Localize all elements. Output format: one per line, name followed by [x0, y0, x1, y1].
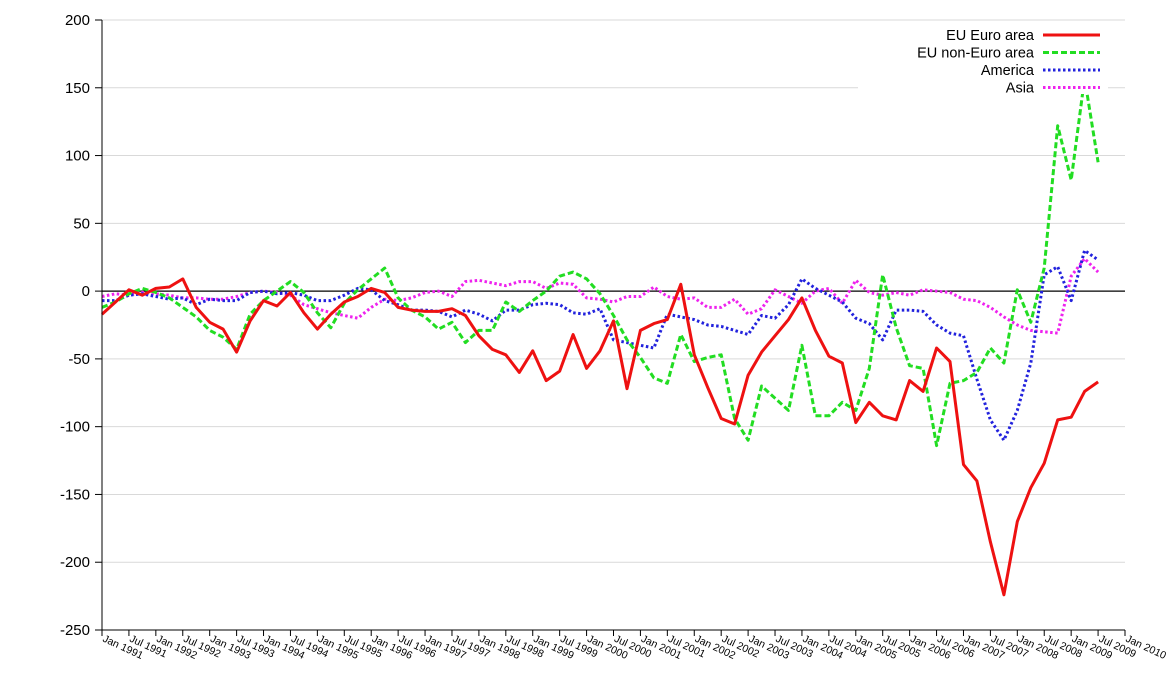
y-tick-label: -50	[68, 351, 90, 368]
y-tick-label: -250	[60, 622, 90, 639]
y-tick-label: -100	[60, 419, 90, 436]
series-line-eu-euro-area	[100, 277, 1099, 597]
legend-label: EU Euro area	[946, 28, 1035, 44]
legend-label: EU non-Euro area	[917, 46, 1035, 62]
series-line-eu-non-euro-area	[101, 76, 1100, 448]
y-tick-label: -150	[60, 486, 90, 503]
y-tick-label: 150	[65, 80, 90, 97]
series-line-asia	[101, 257, 1100, 335]
y-tick-label: 50	[73, 215, 90, 232]
series-lines	[100, 76, 1100, 597]
y-axis-ticks: 200 150 100 50 0 -50 -100 -150 -200 -250	[60, 12, 102, 639]
legend-label: America	[981, 63, 1035, 79]
gridlines	[102, 19, 1125, 563]
y-tick-label: -200	[60, 554, 90, 571]
series-line-america	[102, 248, 1099, 442]
legend-label: Asia	[1006, 81, 1035, 97]
y-tick-label: 0	[82, 283, 90, 300]
y-tick-label: 100	[65, 148, 90, 165]
y-tick-label: 200	[65, 12, 90, 29]
